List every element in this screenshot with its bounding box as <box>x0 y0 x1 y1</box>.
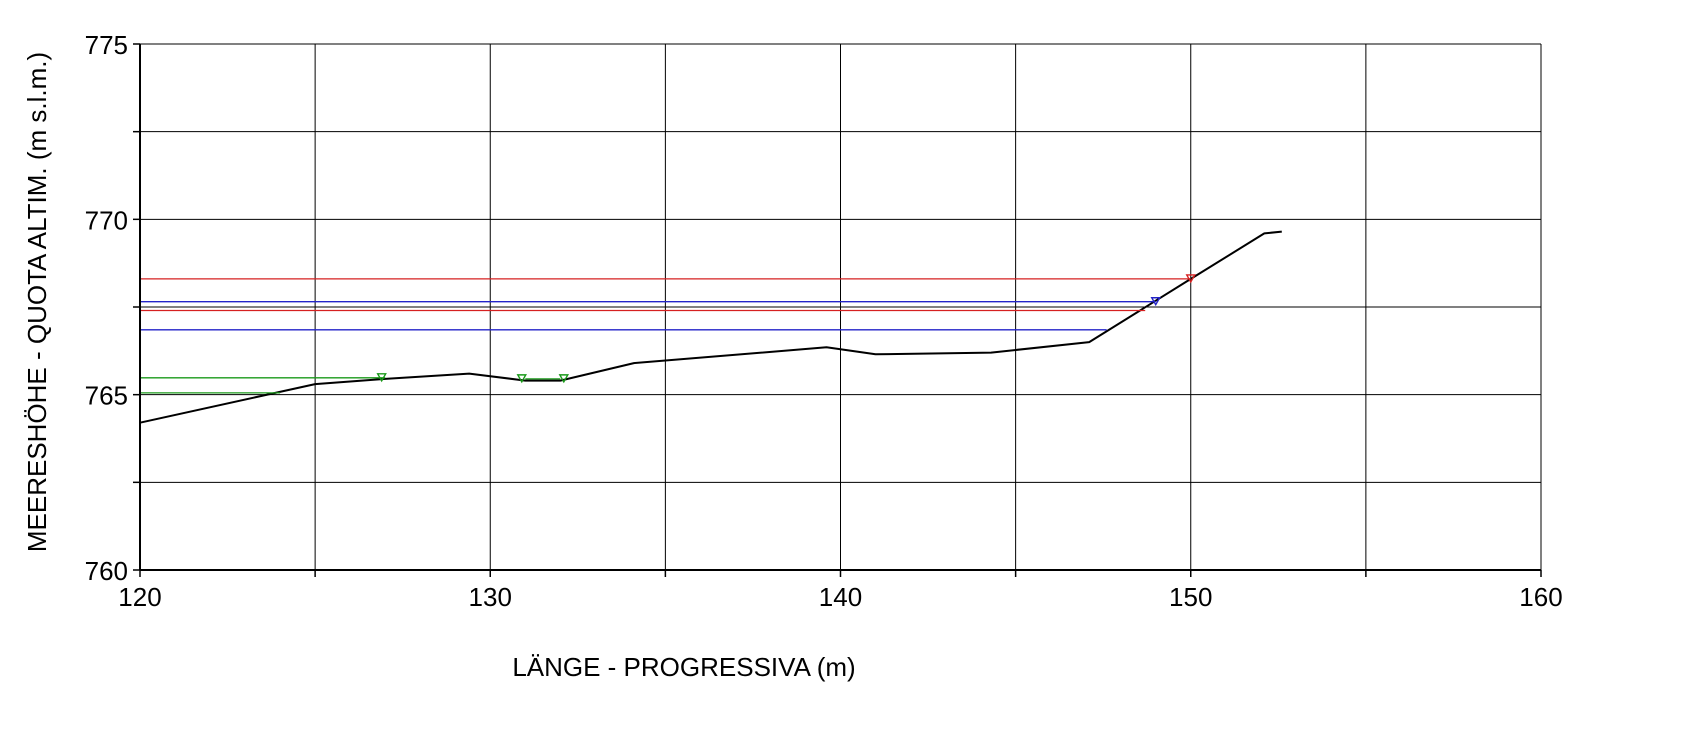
axes: 120 130 140 150 160 760 765 770 775 <box>85 30 1563 612</box>
x-tick-label-2: 140 <box>819 582 862 612</box>
grid <box>139 43 1542 571</box>
series-line-0 <box>139 230 1282 424</box>
series-marker-6 <box>516 374 527 384</box>
series-marker-2 <box>1150 297 1161 307</box>
series-marker-7 <box>558 374 570 384</box>
y-tick-label-3: 775 <box>85 30 128 60</box>
series-group <box>139 230 1282 424</box>
series-marker-5 <box>376 373 387 383</box>
y-tick-label-2: 770 <box>85 205 128 235</box>
y-tick-label-1: 765 <box>85 381 128 411</box>
x-tick-label-3: 150 <box>1169 582 1212 612</box>
x-tick-label-4: 160 <box>1519 582 1562 612</box>
x-axis-title: LÄNGE - PROGRESSIVA (m) <box>512 652 855 682</box>
y-tick-label-0: 760 <box>85 556 128 586</box>
y-axis-title: MEERESHÖHE - QUOTA ALTIM. (m s.l.m.) <box>22 52 52 552</box>
x-tick-label-1: 130 <box>469 582 512 612</box>
series-marker-1 <box>1185 274 1196 284</box>
x-tick-label-0: 120 <box>118 582 161 612</box>
